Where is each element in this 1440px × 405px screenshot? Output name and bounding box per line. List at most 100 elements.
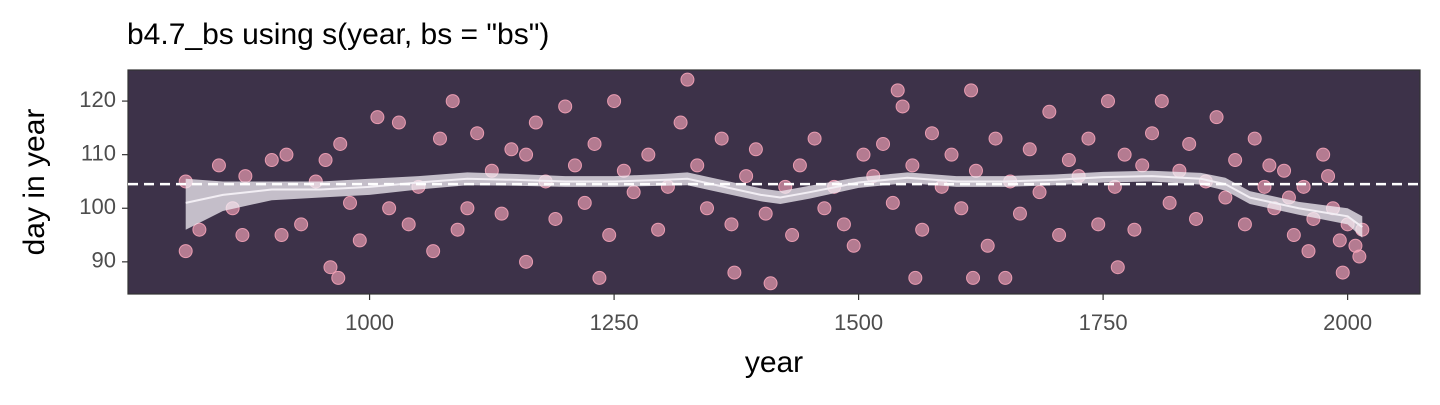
y-tick-label: 120 (79, 87, 116, 112)
point (426, 244, 441, 259)
point (470, 126, 485, 141)
point (792, 158, 807, 173)
x-tick-label: 2000 (1323, 310, 1372, 335)
point (763, 276, 778, 291)
point (727, 265, 742, 280)
point (1262, 158, 1277, 173)
point (587, 136, 602, 151)
point (211, 158, 226, 173)
point (592, 270, 607, 285)
point (1257, 179, 1272, 194)
point (519, 147, 534, 162)
point (626, 185, 641, 200)
point (1135, 158, 1150, 173)
point (274, 228, 289, 243)
point (548, 211, 563, 226)
point (1110, 260, 1125, 275)
point (602, 228, 617, 243)
y-tick-label: 110 (81, 140, 116, 165)
point (178, 244, 193, 259)
point (966, 270, 981, 285)
point (1321, 169, 1336, 184)
point (680, 72, 695, 87)
point (1301, 244, 1316, 259)
point (1162, 195, 1177, 210)
point (758, 206, 773, 221)
x-tick-label: 1500 (834, 310, 883, 335)
point (331, 270, 346, 285)
point (494, 206, 509, 221)
point (673, 115, 688, 130)
point (700, 201, 715, 216)
point (846, 238, 861, 253)
point (690, 158, 705, 173)
point (724, 217, 739, 232)
point (264, 153, 279, 168)
point (924, 126, 939, 141)
point (235, 228, 250, 243)
point (944, 147, 959, 162)
x-tick-label: 1250 (590, 310, 639, 335)
point (1091, 217, 1106, 232)
point (401, 217, 416, 232)
point (558, 99, 573, 114)
point (370, 110, 385, 125)
point (528, 115, 543, 130)
x-axis-title: year (745, 346, 803, 379)
point (915, 222, 930, 237)
point (1182, 136, 1197, 151)
point (651, 222, 666, 237)
point (964, 83, 979, 98)
point (519, 254, 534, 269)
point (445, 94, 460, 109)
point (1218, 190, 1233, 205)
point (616, 163, 631, 178)
point (895, 99, 910, 114)
point (432, 131, 447, 146)
point (836, 217, 851, 232)
point (382, 201, 397, 216)
point (504, 142, 519, 157)
point (333, 136, 348, 151)
point (1127, 222, 1142, 237)
point (1042, 104, 1057, 119)
point (279, 147, 294, 162)
point (1316, 147, 1331, 162)
point (318, 153, 333, 168)
point (577, 195, 592, 210)
point (980, 238, 995, 253)
point (807, 131, 822, 146)
point (968, 163, 983, 178)
y-tick-label: 100 (79, 194, 116, 219)
point (1101, 94, 1116, 109)
point (885, 195, 900, 210)
point (1296, 179, 1311, 194)
point (1189, 211, 1204, 226)
point (323, 260, 338, 275)
point (785, 228, 800, 243)
point (641, 147, 656, 162)
point (352, 233, 367, 248)
point (1022, 142, 1037, 157)
point (238, 169, 253, 184)
point (391, 115, 406, 130)
point (294, 217, 309, 232)
point (988, 131, 1003, 146)
point (739, 169, 754, 184)
point (1247, 131, 1262, 146)
point (1032, 185, 1047, 200)
point (905, 158, 920, 173)
point (1352, 249, 1367, 264)
point (748, 142, 763, 157)
point (1052, 228, 1067, 243)
point (343, 195, 358, 210)
point (192, 222, 207, 237)
point (607, 94, 622, 109)
point (450, 222, 465, 237)
point (1154, 94, 1169, 109)
y-tick-label: 90 (92, 248, 116, 273)
y-axis-title: day in year (18, 109, 51, 256)
point (1286, 228, 1301, 243)
